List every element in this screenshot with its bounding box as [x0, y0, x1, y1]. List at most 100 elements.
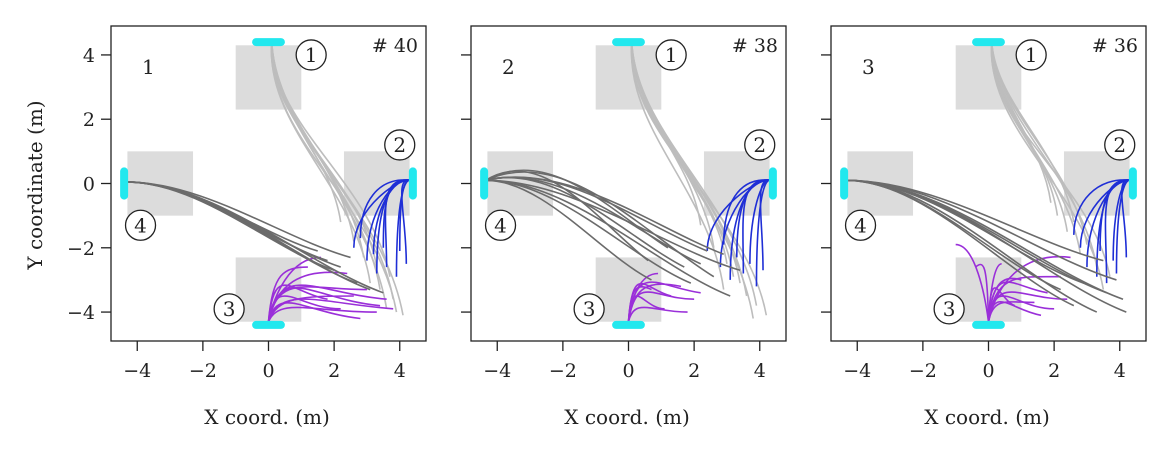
- x-tick-label: −4: [123, 360, 151, 382]
- door-marker-1: [295, 39, 327, 71]
- trajectory-from-3-10: [267, 298, 394, 322]
- x-tick-label: 4: [394, 360, 406, 382]
- door-3: [252, 320, 285, 329]
- panel-1: 1 2 3 4 −4 −2 0 2 4 −4 −2 0 2 4 1 # 40: [67, 25, 427, 382]
- door-marker-2: [1104, 129, 1136, 161]
- x-axis-label-1: X coord. (m): [204, 405, 330, 429]
- trajectory-from-4-4: [485, 179, 741, 272]
- trajectory-from-1-9: [990, 43, 1075, 223]
- door-4: [480, 167, 489, 200]
- door-1: [972, 38, 1005, 47]
- x-tick-label: −2: [549, 360, 577, 382]
- panel-3: 1 2 3 4 −4 −2 0 2 4 3 # 36: [821, 25, 1147, 382]
- door-2: [768, 167, 777, 200]
- trajectory-from-3-12: [987, 287, 1016, 322]
- door-marker-label-4: 4: [494, 213, 507, 237]
- door-marker-label-2: 2: [753, 133, 766, 157]
- trajectory-from-2-9: [1112, 179, 1132, 261]
- trajectory-from-3-5: [627, 306, 688, 322]
- trajectory-from-4-7: [845, 179, 1062, 291]
- door-marker-label-4: 4: [134, 213, 147, 237]
- trajectory-from-4-3: [485, 171, 715, 278]
- x-tick-label: −2: [189, 360, 217, 382]
- door-4: [120, 167, 129, 200]
- y-tick-label: 4: [83, 45, 95, 67]
- panel-label: 2: [502, 55, 515, 79]
- trajectory-from-3-1: [955, 243, 990, 322]
- door-marker-4: [124, 209, 157, 241]
- door-4: [840, 167, 849, 200]
- trajectory-count: # 38: [732, 35, 778, 57]
- trajectory-from-4-8: [125, 181, 328, 262]
- trajectory-from-3-6: [267, 302, 361, 322]
- x-tick-label: −2: [909, 360, 937, 382]
- trajectory-from-4-11: [485, 176, 708, 252]
- door-marker-label-1: 1: [665, 43, 678, 67]
- door-marker-2: [744, 129, 776, 161]
- door-1: [252, 38, 285, 47]
- door-marker-label-3: 3: [583, 297, 596, 321]
- zone-4: [127, 151, 194, 216]
- door-marker-3: [213, 293, 245, 325]
- door-marker-1: [1015, 39, 1047, 71]
- door-marker-label-3: 3: [943, 297, 956, 321]
- trajectory-from-1-11: [270, 43, 391, 277]
- zone-1: [235, 45, 302, 110]
- door-marker-4: [484, 209, 517, 241]
- trajectory-from-1-9: [270, 43, 381, 290]
- door-2: [408, 167, 417, 200]
- x-tick-label: −4: [483, 360, 511, 382]
- trajectory-count: # 36: [1092, 35, 1138, 57]
- x-tick-label: 4: [754, 360, 766, 382]
- trajectory-from-2-8: [359, 179, 412, 239]
- x-tick-label: −4: [843, 360, 871, 382]
- trajectory-from-2-10: [372, 179, 412, 255]
- trajectory-from-1-8: [990, 43, 1052, 203]
- x-tick-label: 0: [622, 360, 634, 382]
- door-marker-label-1: 1: [305, 43, 318, 67]
- door-marker-label-3: 3: [223, 297, 236, 321]
- door-marker-2: [384, 129, 416, 161]
- y-tick-label: 0: [83, 174, 95, 196]
- trajectory-from-3-8: [627, 281, 701, 322]
- y-tick-label: 2: [83, 109, 95, 131]
- door-marker-3: [573, 293, 605, 325]
- trajectory-from-2-9: [749, 179, 772, 264]
- door-marker-label-4: 4: [854, 213, 867, 237]
- trajectory-from-4-10: [485, 179, 692, 284]
- trajectory-from-1-10: [270, 43, 342, 223]
- y-axis-label: Y coordinate (m): [23, 100, 47, 270]
- trajectory-from-2-8: [1073, 179, 1132, 235]
- door-marker-label-1: 1: [1025, 43, 1038, 67]
- trajectory-count: # 40: [372, 35, 418, 57]
- trajectory-from-4-7: [485, 179, 731, 297]
- door-1: [612, 38, 645, 47]
- door-3: [972, 320, 1005, 329]
- trajectory-from-4-9: [485, 170, 649, 262]
- door-marker-label-2: 2: [393, 133, 406, 157]
- x-tick-label: 4: [1114, 360, 1126, 382]
- panel-2: 1 2 3 4 −4 −2 0 2 4 2 # 38: [461, 25, 787, 382]
- x-tick-label: 0: [982, 360, 994, 382]
- door-marker-4: [844, 209, 877, 241]
- trajectory-from-4-9: [845, 179, 1117, 281]
- x-axis-label-2: X coord. (m): [564, 405, 690, 429]
- door-marker-1: [655, 39, 687, 71]
- trajectory-from-3-11: [267, 266, 308, 322]
- y-tick-label: −4: [67, 302, 95, 324]
- panel-label: 3: [862, 55, 875, 79]
- x-tick-label: 0: [262, 360, 274, 382]
- x-axis-label-3: X coord. (m): [924, 405, 1050, 429]
- door-marker-label-2: 2: [1113, 133, 1126, 157]
- door-marker-3: [933, 293, 965, 325]
- trajectory-from-3-11: [987, 291, 1068, 322]
- trajectory-from-3-12: [267, 287, 381, 322]
- trajectory-from-4-1: [485, 179, 652, 281]
- x-tick-label: 2: [328, 360, 340, 382]
- trajectory-from-2-8: [722, 179, 772, 245]
- trajectory-from-3-5: [267, 306, 377, 323]
- x-tick-label: 2: [1048, 360, 1060, 382]
- zone-1: [595, 45, 662, 110]
- door-3: [612, 320, 645, 329]
